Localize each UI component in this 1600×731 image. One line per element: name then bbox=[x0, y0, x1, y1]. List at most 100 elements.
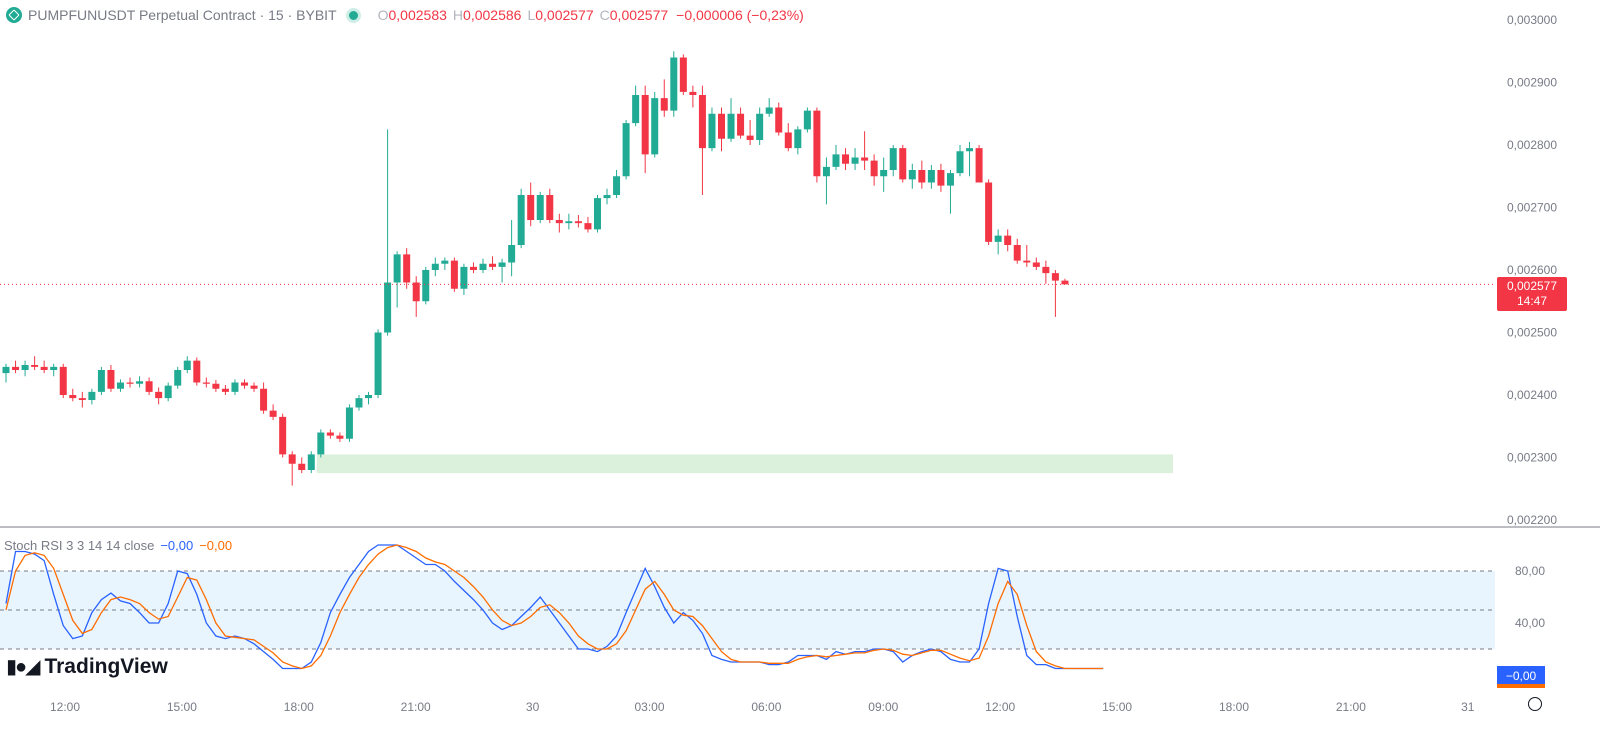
candle-body bbox=[1013, 245, 1021, 261]
candle-body bbox=[345, 407, 353, 439]
indicator-d-value: −0,00 bbox=[199, 538, 233, 553]
candle-body bbox=[889, 148, 897, 170]
price-tick-label: 0,002400 bbox=[1507, 388, 1557, 402]
candle-body bbox=[517, 195, 525, 245]
bar-countdown: 14:47 bbox=[1516, 294, 1548, 308]
candle-body bbox=[393, 254, 401, 283]
indicator-tick-label: 80,00 bbox=[1515, 564, 1545, 578]
tradingview-logo[interactable]: ▮●◢ TradingView bbox=[6, 654, 168, 679]
candle-body bbox=[803, 110, 811, 130]
candle-body bbox=[765, 107, 773, 114]
candle-body bbox=[450, 260, 458, 289]
symbol-title[interactable]: PUMPFUNUSDT Perpetual Contract · 15 · BY… bbox=[28, 7, 337, 23]
candle-body bbox=[31, 365, 39, 367]
candle-body bbox=[412, 282, 420, 302]
candle-body bbox=[1032, 262, 1040, 267]
time-tick-label: 31 bbox=[1461, 700, 1475, 714]
candle-body bbox=[174, 370, 182, 386]
candle-body bbox=[145, 381, 153, 392]
candle-body bbox=[298, 463, 306, 470]
candle-body bbox=[737, 113, 745, 136]
candle-body bbox=[489, 263, 497, 267]
market-status-icon bbox=[348, 10, 358, 20]
candle-body bbox=[384, 282, 392, 333]
candle-body bbox=[231, 382, 239, 392]
candle-body bbox=[727, 113, 735, 139]
candle-body bbox=[12, 366, 20, 370]
candle-body bbox=[155, 391, 163, 399]
candle-body bbox=[422, 270, 430, 302]
candle-body bbox=[288, 454, 296, 464]
close-label: C bbox=[599, 7, 610, 23]
indicator-k-value: −0,00 bbox=[160, 538, 194, 553]
candle-body bbox=[355, 398, 363, 408]
candle-body bbox=[718, 113, 725, 139]
candle-body bbox=[1023, 260, 1031, 263]
candle-body bbox=[822, 166, 830, 177]
candle-body bbox=[88, 391, 96, 400]
candle-body bbox=[708, 113, 716, 149]
bybit-symbol-icon bbox=[6, 7, 22, 23]
close-value: 0,002577 bbox=[609, 7, 669, 23]
candle-body bbox=[613, 176, 621, 195]
candle-body bbox=[78, 398, 86, 400]
time-tick-label: 21:00 bbox=[1336, 700, 1366, 714]
tradingview-wordmark: TradingView bbox=[44, 654, 168, 678]
candle-body bbox=[107, 370, 115, 389]
candle-body bbox=[899, 148, 907, 180]
candle-body bbox=[574, 221, 582, 224]
candle-body bbox=[97, 370, 105, 392]
candle-body bbox=[632, 95, 640, 124]
time-tick-label: 18:00 bbox=[1219, 700, 1249, 714]
candle-body bbox=[508, 245, 516, 263]
candle-body bbox=[202, 382, 210, 384]
last-price-value: 0,002577 bbox=[1506, 279, 1558, 293]
candle-body bbox=[775, 107, 783, 133]
candle-body bbox=[870, 160, 878, 177]
candle-body bbox=[975, 148, 983, 183]
candle-body bbox=[498, 262, 506, 267]
indicator-tick-label: 40,00 bbox=[1515, 616, 1545, 630]
high-label: H bbox=[452, 7, 464, 23]
candle-body bbox=[116, 382, 124, 389]
candle-body bbox=[336, 435, 344, 439]
candle-body bbox=[69, 395, 77, 399]
candlestick-series bbox=[2, 51, 1069, 486]
candle-body bbox=[469, 266, 477, 270]
indicator-d-tag bbox=[1497, 684, 1545, 688]
candle-body bbox=[1004, 235, 1012, 245]
candle-body bbox=[221, 388, 229, 392]
candle-body bbox=[431, 263, 439, 270]
settings-icon[interactable] bbox=[1528, 697, 1542, 711]
candle-body bbox=[441, 260, 449, 264]
indicator-legend[interactable]: Stoch RSI 3 3 14 14 close −0,00 −0,00 bbox=[4, 538, 232, 553]
candle-body bbox=[21, 365, 29, 370]
time-axis: 12:00 15:00 18:00 21:00 30 03:00 06:00 09:00 12:… bbox=[50, 700, 1475, 714]
candle-body bbox=[927, 170, 935, 183]
price-tick-label: 0,002700 bbox=[1507, 201, 1557, 215]
candle-body bbox=[698, 95, 706, 149]
candle-body bbox=[851, 157, 859, 164]
candle-body bbox=[279, 416, 287, 455]
candle-body bbox=[918, 170, 926, 183]
candle-body bbox=[193, 360, 201, 383]
candle-body bbox=[842, 154, 850, 164]
time-tick-label: 12:00 bbox=[985, 700, 1015, 714]
candle-body bbox=[756, 113, 764, 140]
candle-body bbox=[861, 157, 869, 161]
candle-body bbox=[565, 221, 573, 224]
candle-body bbox=[317, 432, 325, 455]
open-label: O bbox=[377, 7, 389, 23]
stoch-rsi-pane: 80,00 40,00 bbox=[0, 544, 1545, 670]
time-tick-label: 18:00 bbox=[284, 700, 314, 714]
candle-body bbox=[937, 170, 945, 186]
time-tick-label: 15:00 bbox=[1102, 700, 1132, 714]
price-tick-label: 0,002200 bbox=[1507, 513, 1557, 527]
candle-body bbox=[527, 195, 535, 220]
time-tick-label: 03:00 bbox=[634, 700, 664, 714]
candle-body bbox=[651, 98, 659, 155]
candle-body bbox=[40, 366, 48, 370]
high-value: 0,002586 bbox=[463, 7, 522, 23]
change-value: −0,000006 (−0,23%) bbox=[676, 7, 804, 23]
